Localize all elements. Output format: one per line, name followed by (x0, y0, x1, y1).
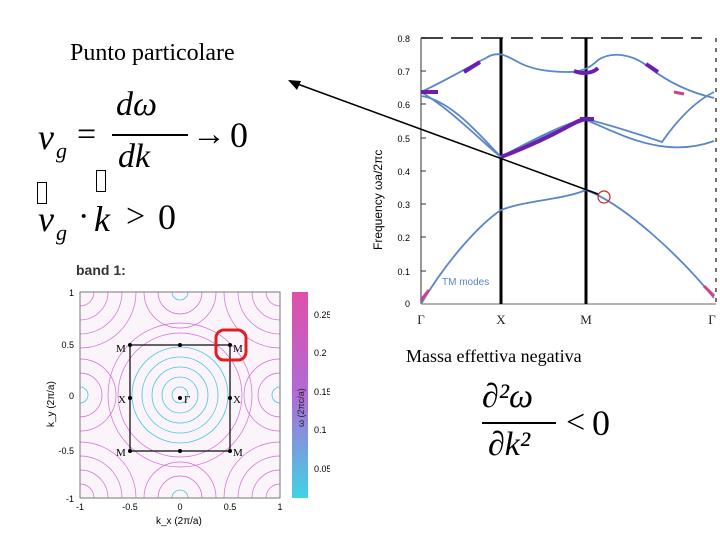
brillouin-ytick: 0 (69, 391, 74, 401)
eq1-denominator: dk (118, 138, 151, 175)
band-ylabel: Frequency ωa/2πc (371, 150, 385, 250)
eq2-dot: · (78, 198, 90, 235)
brillouin-label-x: X (118, 394, 126, 406)
eq3-numerator: ∂²ω (482, 378, 533, 415)
brillouin-ytick: 0.5 (61, 340, 74, 350)
brillouin-colorbar-tick: 0.1 (314, 425, 327, 435)
brillouin-xtick: 1 (277, 502, 282, 512)
band-1 (420, 189, 715, 305)
brillouin-colorbar (292, 292, 308, 498)
eq1-equals: = (77, 116, 97, 153)
band-ytick-label: 0.4 (397, 167, 410, 177)
band-ytick-label: 0 (405, 299, 410, 309)
brillouin-plot-bg (80, 292, 280, 498)
band-3 (420, 95, 715, 159)
brillouin-ytick: -0.5 (58, 446, 74, 456)
band-xtick-x: X (496, 312, 506, 327)
brillouin-label-m: M (233, 343, 243, 355)
eq3-fraction-bar (482, 422, 556, 424)
equation-product: v g · k > 0 (30, 197, 190, 248)
annotation-punto-particolare: Punto particolare (70, 40, 235, 66)
brillouin-label-gamma: Γ (184, 394, 190, 406)
brillouin-colorbar-label: ω (2πc/a) (296, 388, 306, 427)
eq1-subscript-g: g (56, 138, 67, 163)
eq1-numerator: dω (116, 86, 158, 123)
eq1-limit: 0 (230, 115, 248, 155)
eq3-relation: < (566, 404, 586, 441)
band-diagram: 0.8 0.7 0.6 0.5 0.4 0.3 0.2 0.1 0 Freque… (362, 28, 720, 330)
brillouin-colorbar-tick: 0.15 (314, 387, 330, 397)
band-ytick-label: 0.1 (397, 267, 410, 277)
band-ytick-label: 0.7 (397, 67, 410, 77)
band-xtick-gamma-end: Γ (708, 312, 716, 327)
brillouin-title: band 1: (76, 262, 126, 278)
band-xtick-gamma: Γ (417, 312, 425, 327)
band-highlight-mg4 (644, 62, 660, 74)
band-marker-circle (597, 190, 611, 204)
equation-group-velocity: v g = dω dk → 0 (30, 86, 260, 180)
eq1-fraction-bar (112, 134, 188, 136)
eq1-v: v (38, 117, 54, 157)
eq3-value: 0 (592, 403, 610, 443)
eq2-v: v (38, 199, 54, 239)
band-ytick-label: 0.5 (397, 134, 410, 144)
equation-negative-mass: ∂²ω ∂k² < 0 (470, 376, 630, 476)
brillouin-ytick: 1 (69, 288, 74, 298)
band-bg (362, 28, 720, 330)
brillouin-map: band 1: (30, 262, 330, 534)
pointer-arrowhead (288, 80, 301, 90)
band-ytick-label: 0.6 (397, 100, 410, 110)
brillouin-plot-frame (79, 291, 281, 499)
brillouin-ylabel: k_y (2π/a) (46, 381, 57, 427)
band-ytick-label: 0.3 (397, 200, 410, 210)
band-highlight-gx4 (462, 60, 482, 74)
brillouin-colorbar-tick: 0.2 (314, 348, 327, 358)
eq2-k: k (94, 199, 110, 239)
band-ytick-label: 0.8 (397, 34, 410, 44)
eq3-denominator: ∂k² (488, 426, 531, 463)
eq2-value: 0 (158, 197, 176, 237)
brillouin-colorbar-tick: 0.05 (314, 464, 330, 474)
brillouin-xtick: 0.5 (224, 502, 237, 512)
eq2-subscript-g: g (56, 220, 67, 245)
brillouin-label-x: X (233, 394, 241, 406)
band-yticks (421, 37, 426, 272)
brillouin-xtick: -0.5 (122, 502, 138, 512)
band-diagram-svg: 0.8 0.7 0.6 0.5 0.4 0.3 0.2 0.1 0 Freque… (362, 28, 720, 330)
band-highlight-pink-end (702, 284, 716, 298)
brillouin-xtick: -1 (76, 502, 84, 512)
brillouin-xtick: 0 (177, 502, 182, 512)
band-ytick-label: 0.2 (397, 233, 410, 243)
brillouin-contours (80, 292, 280, 498)
band-legend-tm-modes: TM modes (442, 277, 489, 288)
band-highlight-m4 (573, 66, 600, 75)
brillouin-label-m: M (233, 447, 243, 459)
band-xtick-m: M (580, 312, 592, 327)
brillouin-points (128, 343, 232, 453)
band-highlight-pink-right (673, 90, 685, 96)
brillouin-xlabel: k_x (2π/a) (156, 516, 202, 527)
brillouin-colorbar-tick: 0.25 (314, 310, 330, 320)
brillouin-marker-m (214, 328, 248, 362)
eq1-arrow: → (192, 116, 226, 153)
annotation-massa-effettiva: Massa effettiva negativa (406, 346, 582, 366)
missing-glyph-box (37, 182, 47, 204)
brillouin-label-m: M (116, 447, 126, 459)
brillouin-label-m: M (116, 343, 126, 355)
brillouin-ytick: -1 (66, 494, 74, 504)
eq2-relation: > (126, 198, 146, 235)
band-highlight-pink-left (419, 289, 431, 301)
brillouin-svg: M M X X Γ M M -1 -0.5 0 0.5 1 1 0.5 0 (46, 288, 330, 527)
pointer-arrow-line (291, 81, 599, 195)
missing-glyph-box (96, 170, 106, 192)
